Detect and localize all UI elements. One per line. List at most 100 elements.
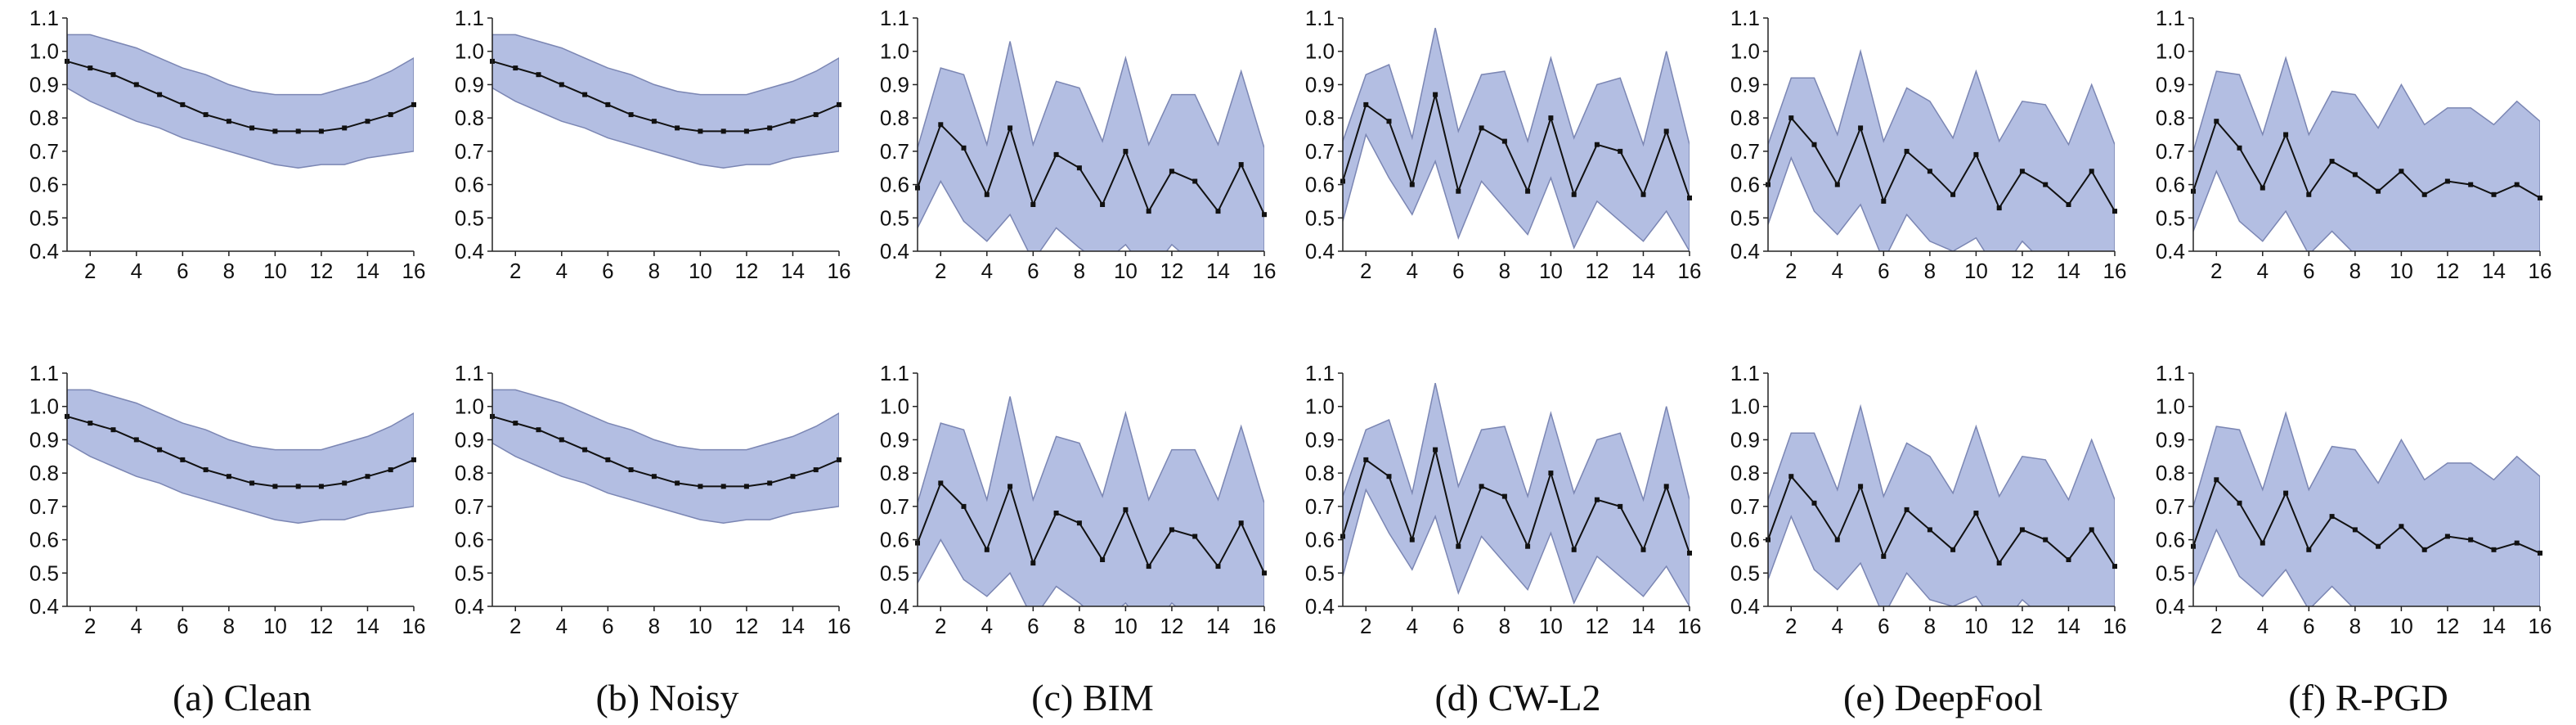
data-point (938, 122, 944, 128)
data-point (1881, 198, 1887, 204)
data-point (157, 447, 163, 453)
y-tick-label: 1.0 (1730, 394, 1760, 419)
x-tick-label: 16 (2103, 259, 2127, 283)
y-tick-label: 0.5 (880, 205, 909, 230)
data-point (365, 119, 370, 124)
data-point (1262, 570, 1267, 576)
uncertainty-band (492, 34, 839, 169)
data-point (1858, 125, 1864, 131)
data-point (536, 427, 541, 433)
y-tick-label: 0.5 (1305, 205, 1335, 230)
caption-deepfool: (e) DeepFool (1843, 677, 2043, 718)
y-tick-label: 0.8 (880, 106, 909, 130)
y-tick-label: 0.5 (880, 561, 909, 585)
series-line (1767, 116, 2116, 212)
y-tick-label: 1.1 (455, 6, 484, 30)
uncertainty-band (1343, 383, 1690, 606)
y-tick-label: 0.4 (2156, 594, 2185, 619)
data-point (1788, 474, 1794, 480)
data-point (1076, 165, 1082, 171)
data-point (2444, 534, 2450, 539)
y-tick-label: 1.1 (2156, 361, 2185, 385)
y-tick-label: 0.6 (455, 528, 484, 552)
y-tick-label: 0.9 (1730, 427, 1760, 452)
panel-r2-deepfool: 0.4 0.5 0.6 0.7 0.8 0.9 1.0 1.1 2 4 6 8 10 12 14 16 (1730, 361, 2127, 638)
data-point (2514, 540, 2520, 546)
data-point (767, 125, 773, 131)
y-tick-label: 0.9 (455, 72, 484, 97)
y-tick-label: 1.1 (29, 6, 59, 30)
caption-noisy: (b) Noisy (595, 677, 738, 718)
y-tick-label: 0.8 (29, 106, 59, 130)
data-point (133, 82, 139, 88)
data-point (2019, 169, 2025, 174)
x-tick-label: 6 (1878, 259, 1889, 283)
data-point (2043, 537, 2049, 543)
x-tick-label: 8 (2349, 259, 2361, 283)
x-tick-label: 16 (1253, 614, 1277, 638)
y-tick-label: 0.9 (29, 427, 59, 452)
panel-r1-noisy: 0.4 0.5 0.6 0.7 0.8 0.9 1.0 1.1 2 4 6 8 10 12 14 16 (455, 6, 851, 283)
x-tick-label: 16 (828, 259, 851, 283)
data-point (1618, 148, 1623, 154)
y-tick-label: 0.8 (1305, 461, 1335, 485)
x-tick-label: 10 (1114, 614, 1138, 638)
data-point (1215, 209, 1221, 214)
data-point (984, 191, 990, 197)
data-point (1996, 205, 2002, 211)
y-tick-label: 0.9 (1305, 427, 1335, 452)
y-tick-label: 0.9 (29, 72, 59, 97)
x-tick-label: 8 (223, 259, 235, 283)
data-point (984, 547, 990, 552)
y-tick-label: 0.4 (880, 594, 909, 619)
y-tick-label: 0.7 (1730, 494, 1760, 519)
y-tick-label: 1.0 (880, 39, 909, 64)
data-point (743, 128, 749, 134)
x-tick-label: 12 (734, 614, 758, 638)
x-tick-label: 8 (1924, 614, 1936, 638)
y-tick-label: 0.6 (1305, 173, 1335, 197)
data-point (2444, 178, 2450, 184)
x-tick-label: 12 (2010, 259, 2034, 283)
x-tick-label: 14 (2482, 259, 2506, 283)
data-point (226, 474, 231, 480)
data-point (2066, 557, 2071, 562)
x-tick-label: 6 (1878, 614, 1889, 638)
y-tick-label: 0.4 (2156, 239, 2185, 263)
x-tick-label: 8 (1074, 614, 1085, 638)
x-tick-label: 8 (1074, 259, 1085, 283)
x-tick-label: 16 (402, 614, 426, 638)
data-point (1192, 534, 1198, 539)
series-line (2192, 478, 2541, 554)
data-point (1433, 92, 1438, 97)
y-tick-label: 1.0 (2156, 39, 2185, 64)
data-point (1192, 178, 1198, 184)
series-line (1342, 449, 1690, 554)
data-point (698, 128, 703, 134)
x-tick-label: 4 (981, 259, 993, 283)
data-point (1571, 547, 1577, 552)
y-tick-label: 0.4 (1305, 594, 1335, 619)
x-tick-label: 12 (309, 259, 333, 283)
data-point (2260, 185, 2265, 191)
data-point (1594, 497, 1600, 502)
data-point (1169, 527, 1174, 533)
data-point (1030, 202, 1036, 207)
y-tick-label: 0.7 (2156, 139, 2185, 164)
data-point (2214, 477, 2219, 483)
data-point (1618, 503, 1623, 509)
y-tick-label: 0.6 (880, 173, 909, 197)
data-point (2306, 547, 2312, 552)
x-tick-label: 4 (1832, 259, 1843, 283)
y-tick-label: 0.6 (2156, 173, 2185, 197)
y-tick-label: 0.4 (29, 594, 59, 619)
x-tick-label: 14 (1206, 259, 1230, 283)
data-point (1973, 151, 1979, 157)
x-tick-label: 12 (1160, 259, 1183, 283)
y-tick-label: 1.0 (2156, 394, 2185, 419)
data-point (2237, 500, 2242, 506)
caption-r-pgd: (f) R-PGD (2288, 677, 2448, 718)
data-point (1687, 195, 1692, 200)
y-tick-label: 0.5 (455, 561, 484, 585)
